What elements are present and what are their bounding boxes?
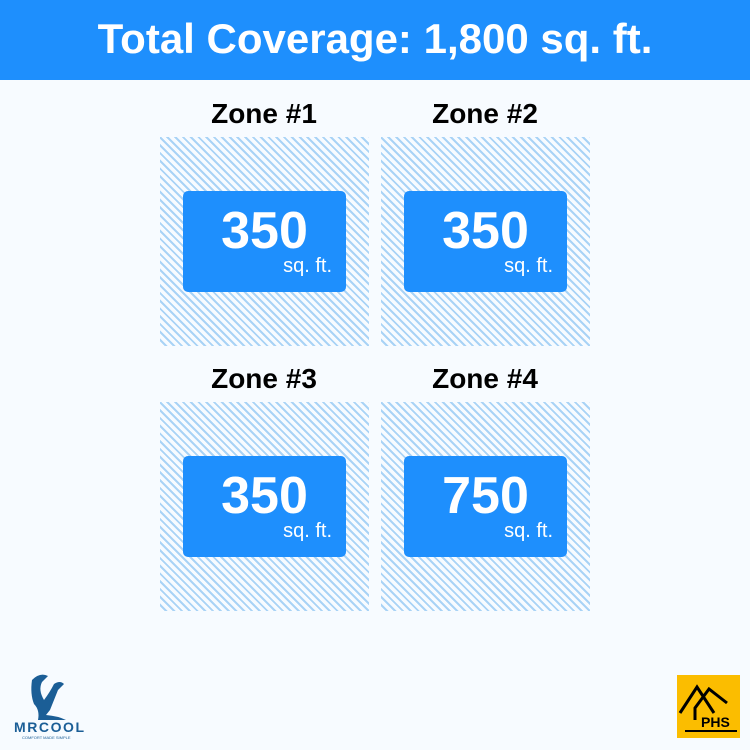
house-icon: PHS	[678, 684, 737, 732]
zone-4-title: Zone #4	[432, 363, 538, 394]
zone-2-unit: sq. ft.	[504, 255, 553, 277]
zone-3-value: 350	[221, 467, 308, 525]
zone-1-area: 350 sq. ft.	[160, 137, 369, 346]
zone-4-unit: sq. ft.	[504, 520, 553, 542]
zone-1-value: 350	[221, 202, 308, 260]
zone-2-value: 350	[442, 202, 529, 260]
zone-1-title: Zone #1	[211, 98, 317, 129]
zone-1-card: 350 sq. ft.	[183, 191, 346, 292]
zone-4-card: 750 sq. ft.	[404, 456, 567, 557]
zone-3-card: 350 sq. ft.	[183, 456, 346, 557]
mrcool-logo: MRCOOL COMFORT MADE SIMPLE	[10, 670, 110, 740]
zone-2-card: 350 sq. ft.	[404, 191, 567, 292]
svg-text:COMFORT MADE SIMPLE: COMFORT MADE SIMPLE	[22, 735, 71, 740]
svg-text:PHS: PHS	[701, 714, 730, 730]
zone-3-area: 350 sq. ft.	[160, 402, 369, 611]
zone-1-unit: sq. ft.	[283, 255, 332, 277]
zone-4-value: 750	[442, 467, 529, 525]
zone-3-title: Zone #3	[211, 363, 317, 394]
zone-4-area: 750 sq. ft.	[381, 402, 590, 611]
polar-bear-icon: MRCOOL COMFORT MADE SIMPLE	[14, 674, 84, 740]
total-coverage-title: Total Coverage: 1,800 sq. ft.	[97, 15, 653, 62]
page-header: Total Coverage: 1,800 sq. ft.	[0, 0, 750, 80]
zone-2-title: Zone #2	[432, 98, 538, 129]
phs-logo: PHS	[677, 675, 740, 738]
svg-text:MRCOOL: MRCOOL	[14, 719, 84, 735]
zone-3-unit: sq. ft.	[283, 520, 332, 542]
zone-2-area: 350 sq. ft.	[381, 137, 590, 346]
